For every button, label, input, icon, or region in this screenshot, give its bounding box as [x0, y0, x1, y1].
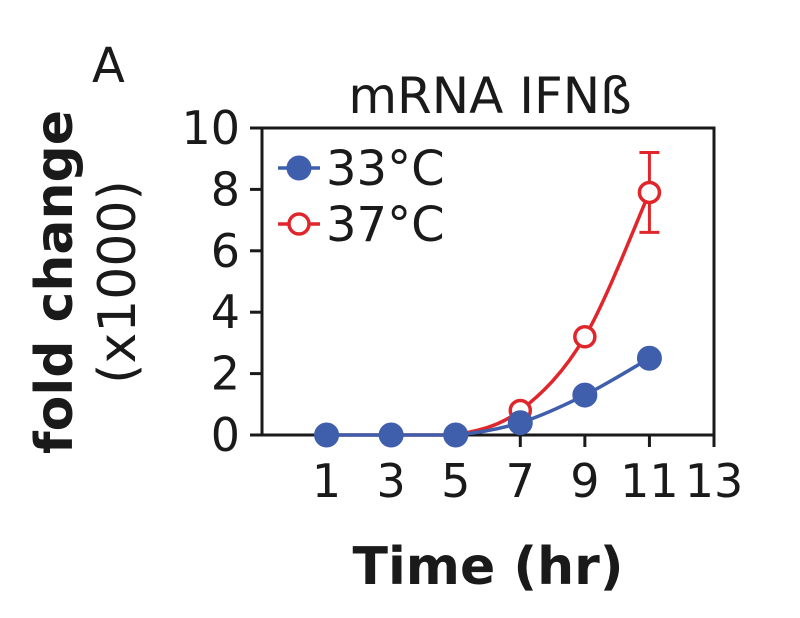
data-point [573, 325, 597, 349]
series-line [326, 356, 651, 437]
y-tick-label: 6 [211, 224, 240, 278]
data-point [443, 422, 469, 448]
legend: 33°C37°C [278, 141, 445, 253]
panel-label: A [92, 38, 125, 94]
y-tick-label: 2 [211, 347, 240, 401]
data-point [314, 422, 340, 448]
x-tick-label: 13 [685, 454, 744, 508]
x-tick-label: 9 [570, 454, 599, 508]
plot-frame [260, 126, 716, 437]
series-33c [314, 345, 662, 448]
data-point [572, 382, 598, 408]
data-point [636, 345, 662, 371]
y-tick-label: 4 [211, 285, 240, 339]
legend-entry: 33°C [278, 141, 445, 197]
x-tick-label: 11 [620, 454, 679, 508]
y-axis-title-line1: fold change [25, 110, 85, 454]
data-point [507, 410, 533, 436]
legend-entry: 37°C [278, 197, 445, 253]
x-tick-label: 7 [506, 454, 535, 508]
legend-label: 37°C [326, 197, 445, 253]
data-point [637, 180, 662, 205]
y-tick-label: 8 [211, 162, 240, 216]
legend-marker [286, 155, 312, 181]
y-tick-label: 10 [181, 101, 240, 155]
y-tick-label: 0 [211, 408, 240, 462]
x-tick-label: 3 [377, 454, 406, 508]
series-layer [314, 151, 662, 448]
x-axis-title: Time (hr) [352, 537, 623, 597]
x-tick-label: 1 [312, 454, 341, 508]
y-axis-title-line2: (x1000) [88, 180, 148, 384]
chart-title: mRNA IFNß [348, 67, 631, 125]
data-point [378, 422, 404, 448]
legend-label: 33°C [326, 141, 445, 197]
x-tick-label: 5 [441, 454, 470, 508]
legend-marker [287, 212, 311, 236]
